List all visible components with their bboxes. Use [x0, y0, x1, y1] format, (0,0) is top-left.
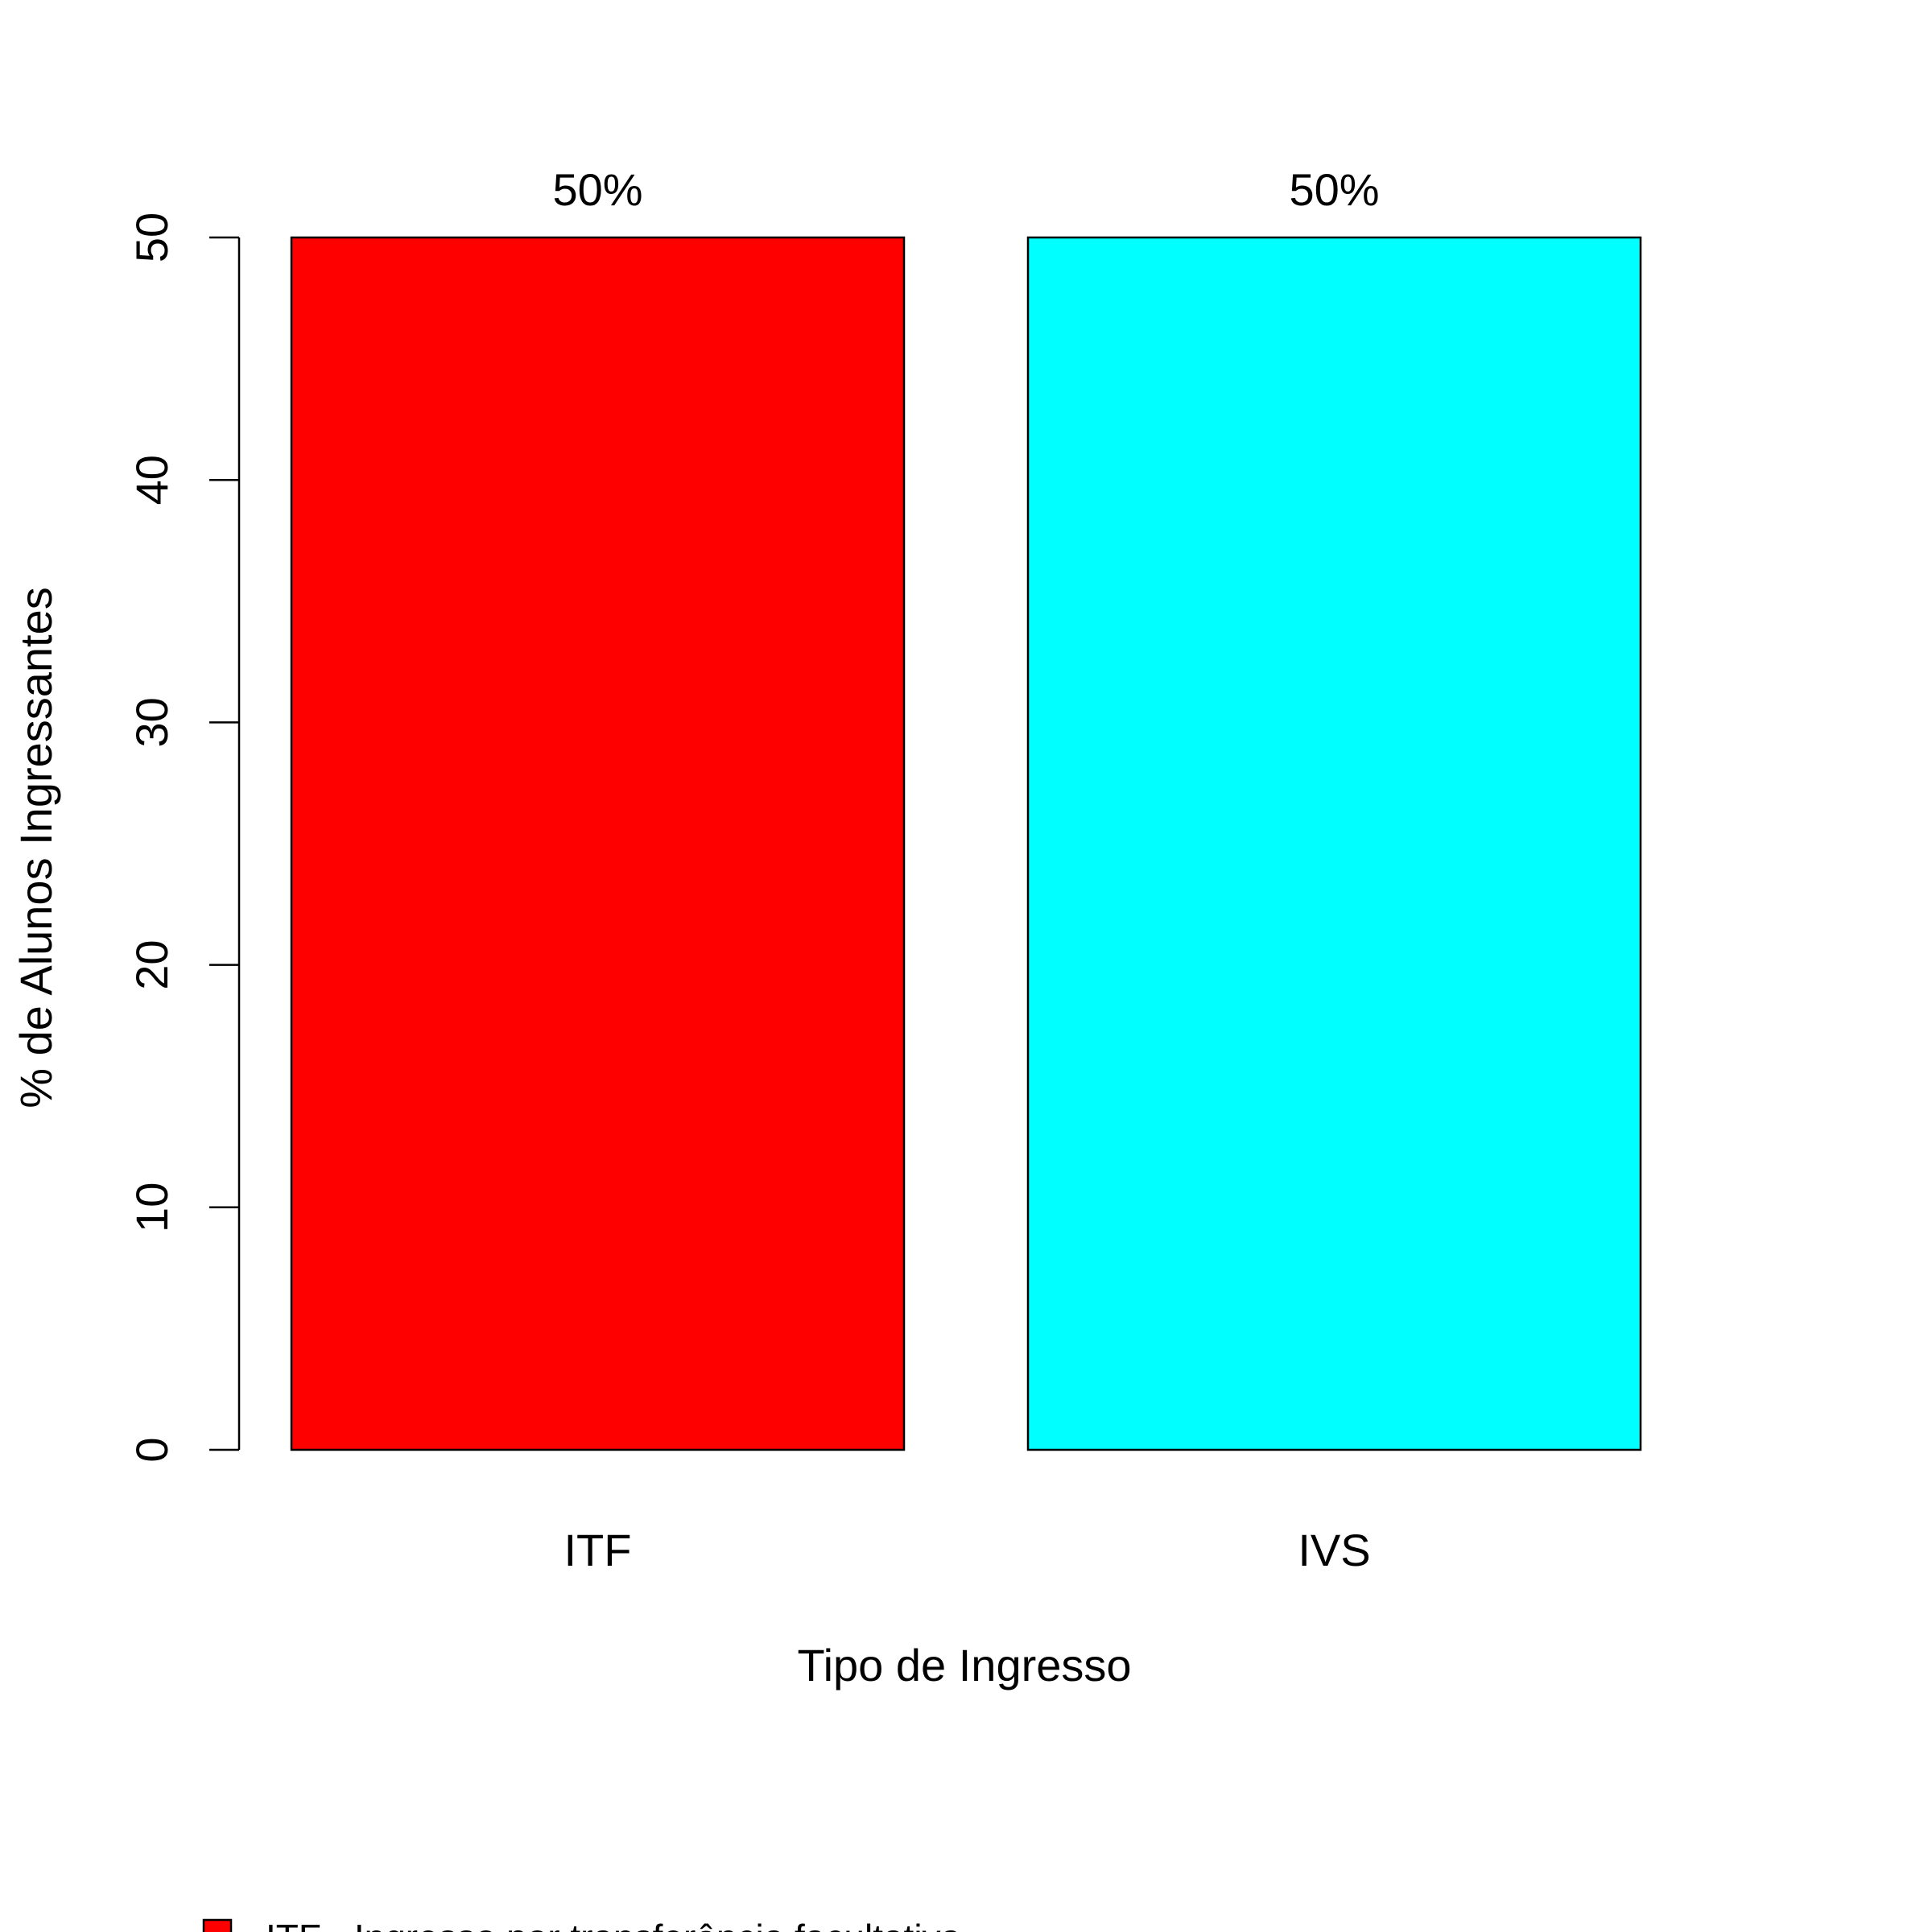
- y-tick-label-10: 10: [126, 1183, 177, 1232]
- x-tick-label-itf: ITF: [564, 1525, 632, 1575]
- bar-ivs: [1026, 236, 1642, 1451]
- y-tick-label-20: 20: [126, 939, 177, 989]
- y-axis: 0 10 20 30 40 50: [126, 213, 241, 1463]
- value-labels-layer: 50% 50%: [552, 164, 1379, 215]
- legend-label-0: ITF - Ingresso por transferência faculta…: [266, 1917, 962, 1932]
- x-axis-label: Tipo de Ingresso: [797, 1640, 1131, 1690]
- data-label-itf: 50%: [552, 164, 642, 215]
- x-tick-labels: ITF IVS: [564, 1525, 1371, 1575]
- legend: ITF - Ingresso por transferência faculta…: [202, 1917, 962, 1932]
- y-tick-label-30: 30: [126, 697, 177, 747]
- x-tick-label-ivs: IVS: [1298, 1525, 1370, 1575]
- legend-swatch-0: [202, 1918, 233, 1932]
- bar-itf: [290, 236, 906, 1451]
- y-tick-label-0: 0: [126, 1437, 177, 1462]
- y-tick-label-40: 40: [126, 455, 177, 505]
- data-label-ivs: 50%: [1289, 164, 1379, 215]
- y-axis-label: % de Alunos Ingressantes: [10, 587, 61, 1108]
- y-tick-label-50: 50: [126, 213, 177, 262]
- bars-layer: [290, 236, 1642, 1451]
